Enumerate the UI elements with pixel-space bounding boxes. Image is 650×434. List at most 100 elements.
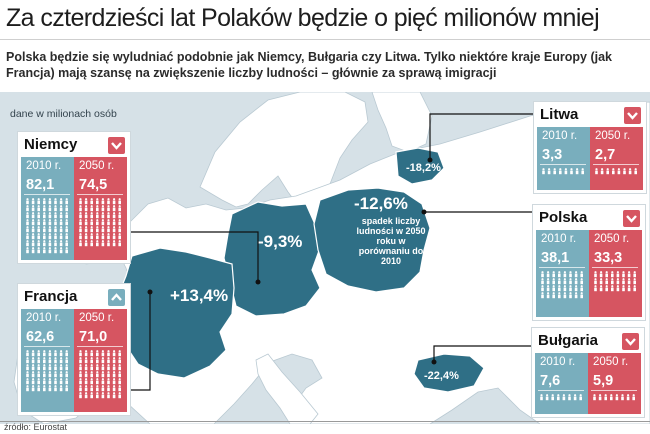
pct-label-lithuania: -18,2%	[406, 162, 441, 174]
person-icon	[37, 247, 40, 254]
person-icon	[101, 350, 105, 357]
person-icon	[101, 219, 105, 226]
person-icon	[59, 198, 63, 205]
person-icon	[54, 247, 57, 254]
person-icon	[26, 357, 29, 364]
person-icon	[552, 278, 555, 285]
people-pictogram	[541, 271, 583, 299]
person-icon	[118, 198, 121, 205]
people-pictogram	[26, 350, 68, 392]
person-icon	[96, 233, 99, 240]
person-icon	[96, 385, 99, 392]
person-icon	[581, 168, 584, 175]
person-icon	[101, 198, 105, 205]
panel-litwa: Litwa 2010 r. 3,3 2050 r. 2,7	[534, 102, 646, 193]
person-icon	[96, 226, 99, 233]
person-icon	[79, 212, 82, 219]
bulgaria-shape	[413, 353, 485, 393]
person-icon	[90, 392, 93, 399]
person-icon	[43, 233, 46, 240]
person-icon	[90, 219, 93, 226]
person-icon	[633, 278, 636, 285]
person-icon	[79, 357, 82, 364]
person-icon	[65, 233, 68, 240]
person-icon	[575, 168, 579, 175]
person-icon	[48, 385, 52, 392]
person-icon	[569, 271, 572, 278]
person-icon	[552, 285, 555, 292]
person-icon	[48, 219, 52, 226]
person-icon	[552, 292, 555, 299]
person-icon	[65, 247, 68, 254]
person-icon	[79, 205, 82, 212]
person-icon	[96, 212, 99, 219]
person-icon	[37, 205, 40, 212]
person-icon	[101, 378, 105, 385]
divider	[591, 390, 637, 391]
person-icon	[37, 378, 40, 385]
year-label: 2010 r.	[542, 130, 578, 142]
person-icon	[84, 350, 88, 357]
person-icon	[43, 240, 46, 247]
person-icon	[31, 205, 35, 212]
person-icon	[559, 168, 562, 175]
person-icon	[595, 168, 598, 175]
person-icon	[59, 219, 63, 226]
person-icon	[43, 357, 46, 364]
person-icon	[48, 371, 52, 378]
person-icon	[59, 226, 63, 233]
person-icon	[84, 226, 88, 233]
person-icon	[557, 394, 560, 401]
person-icon	[118, 378, 121, 385]
people-pictogram	[79, 350, 121, 399]
person-icon	[112, 226, 116, 233]
highlighted-countries	[117, 147, 485, 393]
panel-header: Francja	[21, 287, 127, 307]
country-name: Bułgaria	[538, 332, 599, 349]
person-icon	[54, 350, 57, 357]
person-icon	[96, 357, 99, 364]
person-icon	[54, 233, 57, 240]
divider	[24, 346, 70, 347]
person-icon	[96, 219, 99, 226]
person-icon	[48, 233, 52, 240]
person-icon	[26, 350, 29, 357]
pct-label-france: +13,4%	[170, 286, 229, 305]
person-icon	[65, 350, 68, 357]
people-icons	[594, 168, 642, 175]
person-icon	[118, 364, 121, 371]
person-icon	[59, 385, 63, 392]
divider	[538, 390, 584, 391]
chart-subtitle: Polska będzie się wyludniać podobnie jak…	[6, 50, 612, 80]
person-icon	[48, 357, 52, 364]
unit-note: dane w milionach osób	[10, 108, 117, 120]
person-icon	[101, 240, 105, 247]
person-icon	[580, 278, 583, 285]
person-icon	[65, 364, 68, 371]
person-icon	[43, 212, 46, 219]
column-2010: 2010 r. 82,1	[21, 157, 74, 260]
person-icon	[633, 285, 636, 292]
column-2010: 2010 r. 62,6	[21, 309, 74, 412]
person-icon	[84, 219, 88, 226]
person-icon	[43, 371, 46, 378]
divider	[593, 164, 639, 165]
person-icon	[65, 378, 68, 385]
person-icon	[26, 371, 29, 378]
person-icon	[611, 278, 614, 285]
person-icon	[90, 364, 93, 371]
person-icon	[568, 394, 571, 401]
person-icon	[37, 219, 40, 226]
person-icon	[54, 371, 57, 378]
person-icon	[580, 271, 583, 278]
person-icon	[107, 357, 110, 364]
person-icon	[107, 198, 110, 205]
person-icon	[107, 233, 110, 240]
person-icon	[37, 212, 40, 219]
arrow-down-icon	[622, 333, 639, 350]
person-icon	[118, 350, 121, 357]
person-icon	[90, 212, 93, 219]
person-icon	[37, 240, 40, 247]
value-2010: 3,3	[542, 147, 563, 163]
person-icon	[43, 364, 46, 371]
